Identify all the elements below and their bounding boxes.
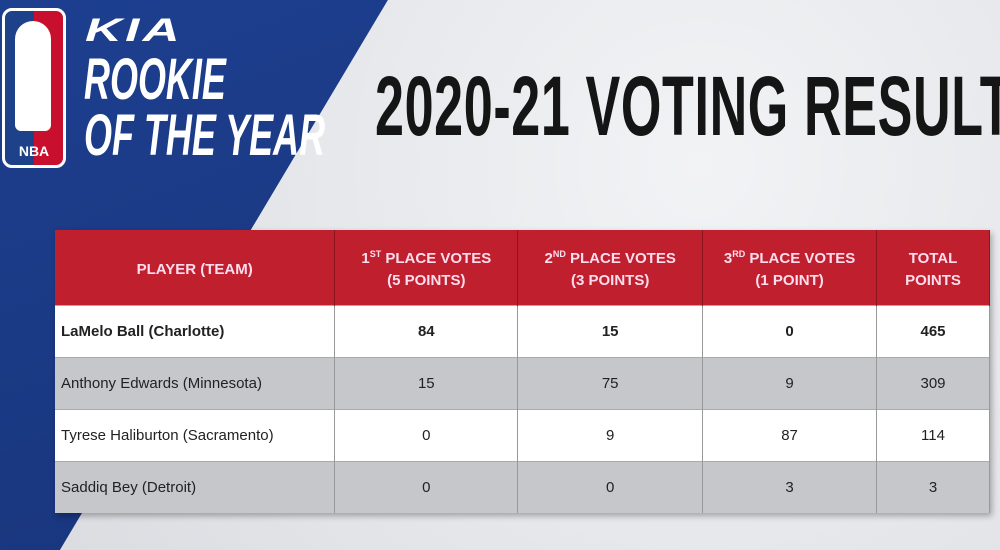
player-cell: LaMelo Ball (Charlotte) <box>55 304 336 357</box>
value-cell: 9 <box>517 408 704 461</box>
value-cell: 3 <box>702 460 878 513</box>
value-cell: 465 <box>876 304 990 357</box>
value-cell: 0 <box>334 408 519 461</box>
value-cell: 0 <box>334 460 519 513</box>
value-cell: 0 <box>702 304 878 357</box>
kia-logo: KIA <box>85 12 183 48</box>
value-cell: 75 <box>517 356 704 409</box>
column-header: TOTAL POINTS <box>876 230 990 305</box>
column-header: PLAYER (TEAM) <box>55 230 336 305</box>
column-header: 1ST PLACE VOTES (5 POINTS) <box>334 230 519 305</box>
value-cell: 15 <box>334 356 519 409</box>
table-row: Tyrese Haliburton (Sacramento) 0 9 87 114 <box>55 408 990 461</box>
value-cell: 9 <box>702 356 878 409</box>
value-cell: 0 <box>517 460 704 513</box>
page-title: 2020-21 VOTING RESULTS <box>375 59 1000 153</box>
value-cell: 309 <box>876 356 990 409</box>
value-cell: 87 <box>702 408 878 461</box>
table-row: Anthony Edwards (Minnesota) 15 75 9 309 <box>55 356 990 409</box>
value-cell: 15 <box>517 304 704 357</box>
player-cell: Saddiq Bey (Detroit) <box>55 460 336 513</box>
player-cell: Tyrese Haliburton (Sacramento) <box>55 408 336 461</box>
table-row: LaMelo Ball (Charlotte) 84 15 0 465 <box>55 304 990 357</box>
column-header: 3RD PLACE VOTES (1 POINT) <box>702 230 878 305</box>
nba-logo: NBA <box>2 8 66 168</box>
table-row: Saddiq Bey (Detroit) 0 0 3 3 <box>55 460 990 513</box>
column-header: 2ND PLACE VOTES (3 POINTS) <box>517 230 704 305</box>
award-title: ROOKIE OF THE YEAR <box>84 47 326 168</box>
player-cell: Anthony Edwards (Minnesota) <box>55 356 336 409</box>
value-cell: 3 <box>876 460 990 513</box>
value-cell: 114 <box>876 408 990 461</box>
value-cell: 84 <box>334 304 519 357</box>
voting-results-table: PLAYER (TEAM) 1ST PLACE VOTES (5 POINTS) 2N… <box>55 230 990 513</box>
